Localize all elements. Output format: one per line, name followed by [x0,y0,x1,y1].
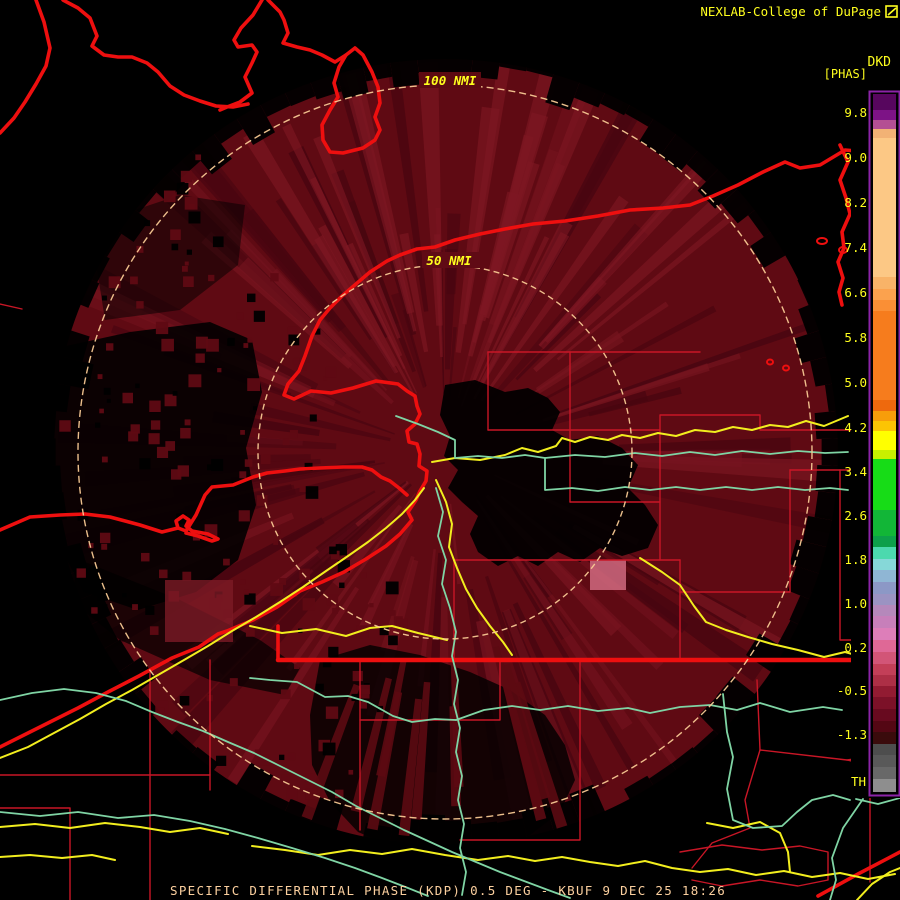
product-units-label: [PHAS] [824,67,867,81]
colorbar-tick-label: 9.8 [844,105,867,120]
threshold-label: TH [851,774,866,789]
colorbar-tick-label: 5.0 [844,375,867,390]
colorbar-tick-label: 4.2 [844,420,867,435]
colorbar-tick-label: 1.0 [844,596,867,611]
cod-logo-icon [885,5,898,18]
radar-echo-layer [46,53,844,851]
colorbar-tick-label: -0.5 [837,683,867,698]
colorbar-tick-label: 9.0 [844,150,867,165]
colorbar-tick-label: 7.4 [844,240,867,255]
range-ring-label-50: 50 NMI [426,253,472,268]
roads-layer [0,415,900,900]
station-attribution: NEXLAB-College of DuPage [700,4,881,19]
ring-label-backing-50 [422,252,480,268]
colorbar-tick-label: 0.2 [844,640,867,655]
colorbar-tick-label: 3.4 [844,464,867,479]
colorbar-tick-label: 2.6 [844,508,867,523]
ring-label-backing-100 [419,72,481,88]
colorbar-tick-label: 5.8 [844,330,867,345]
product-code-label: DKD [868,55,892,70]
colorbar-tick-label: 1.8 [844,552,867,567]
colorbar-ticks: 9.8 9.0 8.2 7.4 6.6 5.8 5.0 4.2 3.4 2.6 1.8 1.0 0.2 -… [837,105,867,742]
highways-layer [0,415,900,900]
colorbar [868,90,900,797]
status-bar-text: SPECIFIC DIFFERENTIAL PHASE (KDP) 0.5 DE… [170,883,726,898]
colorbar-tick-label: 8.2 [844,195,867,210]
range-ring-label-100: 100 NMI [424,73,477,88]
colorbar-tick-label: -1.3 [837,727,867,742]
colorbar-tick-label: 6.6 [844,285,867,300]
